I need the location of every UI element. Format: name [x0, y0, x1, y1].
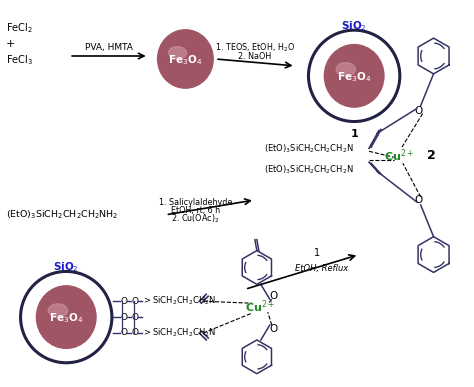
- Text: 2. NaOH: 2. NaOH: [238, 53, 272, 62]
- Text: 1: 1: [314, 248, 320, 257]
- Text: (EtO)$_3$SiCH$_2$CH$_2$CH$_2$NH$_2$: (EtO)$_3$SiCH$_2$CH$_2$CH$_2$NH$_2$: [6, 209, 118, 221]
- Text: 2. Cu(OAc)$_2$: 2. Cu(OAc)$_2$: [171, 212, 219, 225]
- Text: Cu$^{2+}$: Cu$^{2+}$: [245, 299, 275, 315]
- Text: O: O: [415, 195, 423, 205]
- Text: O: O: [132, 329, 139, 337]
- Ellipse shape: [36, 286, 96, 348]
- Text: O: O: [121, 313, 128, 322]
- Text: O: O: [121, 297, 128, 306]
- Text: O: O: [270, 324, 278, 334]
- Text: EtOH, Reflux: EtOH, Reflux: [295, 264, 348, 274]
- Text: (EtO)$_3$SiCH$_2$CH$_2$CH$_2$N: (EtO)$_3$SiCH$_2$CH$_2$CH$_2$N: [264, 142, 353, 154]
- Text: FeCl$_3$: FeCl$_3$: [6, 53, 33, 67]
- Text: 1. Salicylaldehyde: 1. Salicylaldehyde: [159, 199, 232, 207]
- Text: $>$SiCH$_2$CH$_2$CH$_2$N: $>$SiCH$_2$CH$_2$CH$_2$N: [142, 295, 216, 307]
- Ellipse shape: [336, 63, 356, 76]
- Text: +: +: [6, 39, 15, 49]
- Text: EtOH, rt, 6 h: EtOH, rt, 6 h: [171, 206, 220, 216]
- Text: SiO$_2$: SiO$_2$: [341, 19, 367, 33]
- Text: O: O: [132, 297, 139, 306]
- Text: FeCl$_2$: FeCl$_2$: [6, 21, 32, 35]
- Text: SiO$_2$: SiO$_2$: [54, 260, 79, 274]
- Text: PVA, HMTA: PVA, HMTA: [85, 43, 133, 51]
- Text: O: O: [121, 329, 128, 337]
- Ellipse shape: [48, 304, 68, 317]
- Text: O: O: [270, 291, 278, 301]
- Ellipse shape: [169, 46, 187, 59]
- Text: $>$SiCH$_2$CH$_2$CH$_2$N: $>$SiCH$_2$CH$_2$CH$_2$N: [142, 327, 216, 339]
- Ellipse shape: [157, 30, 213, 88]
- Text: 1. TEOS, EtOH, H$_2$O: 1. TEOS, EtOH, H$_2$O: [215, 42, 295, 54]
- Text: Fe$_3$O$_4$: Fe$_3$O$_4$: [168, 53, 202, 67]
- Ellipse shape: [324, 45, 384, 107]
- Text: O: O: [132, 313, 139, 322]
- Text: 2: 2: [427, 149, 436, 162]
- Text: 1: 1: [350, 130, 358, 139]
- Text: (EtO)$_3$SiCH$_2$CH$_2$CH$_2$N: (EtO)$_3$SiCH$_2$CH$_2$CH$_2$N: [264, 164, 353, 176]
- Text: Fe$_3$O$_4$: Fe$_3$O$_4$: [337, 70, 371, 84]
- Text: O: O: [415, 106, 423, 116]
- Text: Fe$_3$O$_4$: Fe$_3$O$_4$: [49, 311, 83, 325]
- Text: Cu$^{2+}$: Cu$^{2+}$: [383, 147, 414, 164]
